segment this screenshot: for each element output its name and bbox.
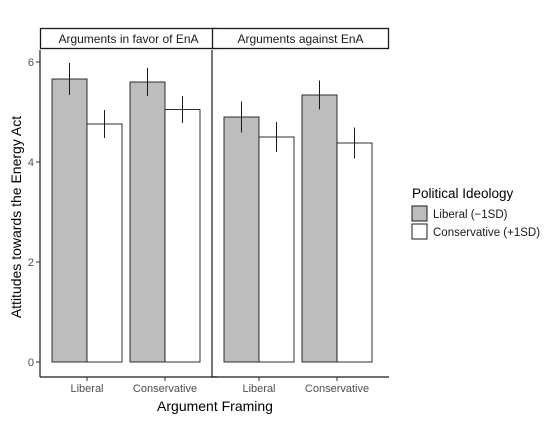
x-tick-label: Conservative (305, 383, 369, 395)
bar (301, 94, 338, 363)
chart-panels: Arguments in favor of EnA Liberal Conserva… (39, 27, 390, 395)
bar (258, 136, 295, 363)
y-axis-title: Attitudes towards the Energy Act (8, 116, 24, 318)
bar (336, 142, 373, 363)
legend-key (411, 205, 428, 222)
x-tick-label: Conservative (133, 383, 197, 395)
legend-key (411, 223, 428, 240)
panel-1: Arguments in favor of EnA Liberal Conserva… (39, 27, 218, 395)
y-tick-label: 2 (28, 257, 34, 269)
y-axis: 0 2 4 6 (28, 57, 40, 369)
x-axis-title: Argument Framing (157, 398, 273, 414)
x-tick-label: Liberal (242, 383, 275, 395)
y-tick-label: 4 (28, 157, 34, 169)
bar (129, 81, 166, 363)
panel-2: Arguments against EnA Liberal Conservative (211, 27, 390, 395)
legend-label: Liberal (−1SD) (433, 209, 508, 221)
bar (86, 123, 123, 363)
bar (51, 78, 88, 363)
facet-strip (211, 27, 390, 50)
legend-title: Political Ideology (412, 186, 514, 201)
facet-strip-label: Arguments in favor of EnA (58, 32, 198, 46)
legend: Political Ideology Liberal (−1SD) Conserv… (411, 186, 540, 240)
legend-label: Conservative (+1SD) (433, 227, 540, 239)
y-tick-label: 0 (28, 357, 34, 369)
x-tick-label: Liberal (70, 383, 103, 395)
facet-strip-label: Arguments against EnA (237, 32, 363, 46)
bar (223, 116, 260, 363)
y-tick-label: 6 (28, 57, 34, 69)
bar (164, 109, 201, 363)
